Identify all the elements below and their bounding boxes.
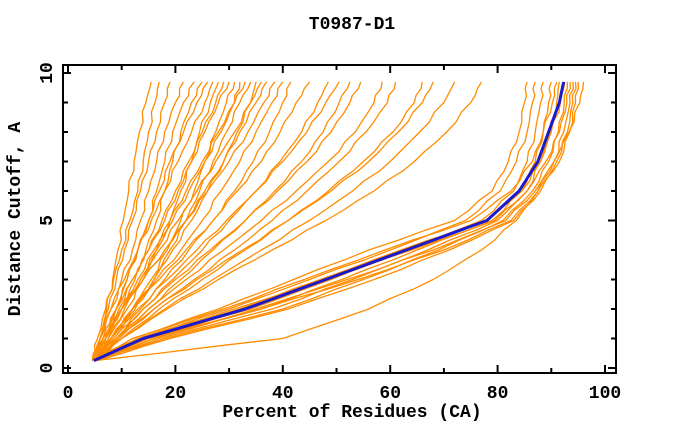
- model-curve: [94, 81, 585, 362]
- model-curves: [91, 81, 585, 362]
- x-tick-label: 60: [379, 384, 401, 404]
- model-curve: [91, 81, 230, 361]
- highlighted-model-curve: [93, 81, 566, 362]
- model-curve: [91, 81, 214, 361]
- model-curve: [91, 81, 160, 361]
- axis-ticks: [63, 65, 616, 373]
- model-curve: [94, 81, 434, 362]
- model-curve: [94, 81, 580, 362]
- model-curve: [91, 81, 558, 362]
- axis-tick-labels: 0 20 40 60 80 100 0 5 10: [38, 62, 621, 404]
- plot-frame: [62, 64, 617, 374]
- model-curve: [94, 81, 569, 362]
- model-curve: [94, 81, 397, 362]
- x-tick-label: 80: [487, 384, 509, 404]
- model-curve: [94, 81, 340, 361]
- model-curve: [91, 81, 276, 361]
- chart-title: T0987-D1: [309, 15, 396, 35]
- model-curve: [94, 81, 257, 361]
- model-curve: [97, 81, 456, 362]
- model-curve: [94, 81, 311, 361]
- model-curve: [94, 81, 171, 361]
- model-curve: [91, 81, 571, 362]
- y-axis-label: Distance Cutoff, A: [6, 122, 26, 317]
- y-tick-label: 10: [38, 62, 58, 84]
- y-tick-label: 0: [38, 363, 58, 374]
- model-curve: [94, 81, 246, 361]
- y-tick-label: 5: [38, 215, 58, 226]
- model-curve: [96, 81, 241, 361]
- x-tick-label: 0: [63, 384, 74, 404]
- model-curve: [97, 81, 577, 362]
- x-tick-label: 100: [589, 384, 621, 404]
- model-curve: [97, 81, 262, 362]
- model-curve: [96, 81, 209, 361]
- model-curve: [94, 81, 483, 362]
- model-curve: [97, 81, 528, 362]
- model-curve: [94, 81, 362, 362]
- x-tick-label: 20: [165, 384, 187, 404]
- model-curve: [97, 81, 383, 362]
- x-tick-label: 40: [272, 384, 294, 404]
- model-curve: [91, 81, 185, 361]
- x-axis-label: Percent of Residues (CA): [222, 403, 481, 423]
- model-curve: [91, 81, 536, 362]
